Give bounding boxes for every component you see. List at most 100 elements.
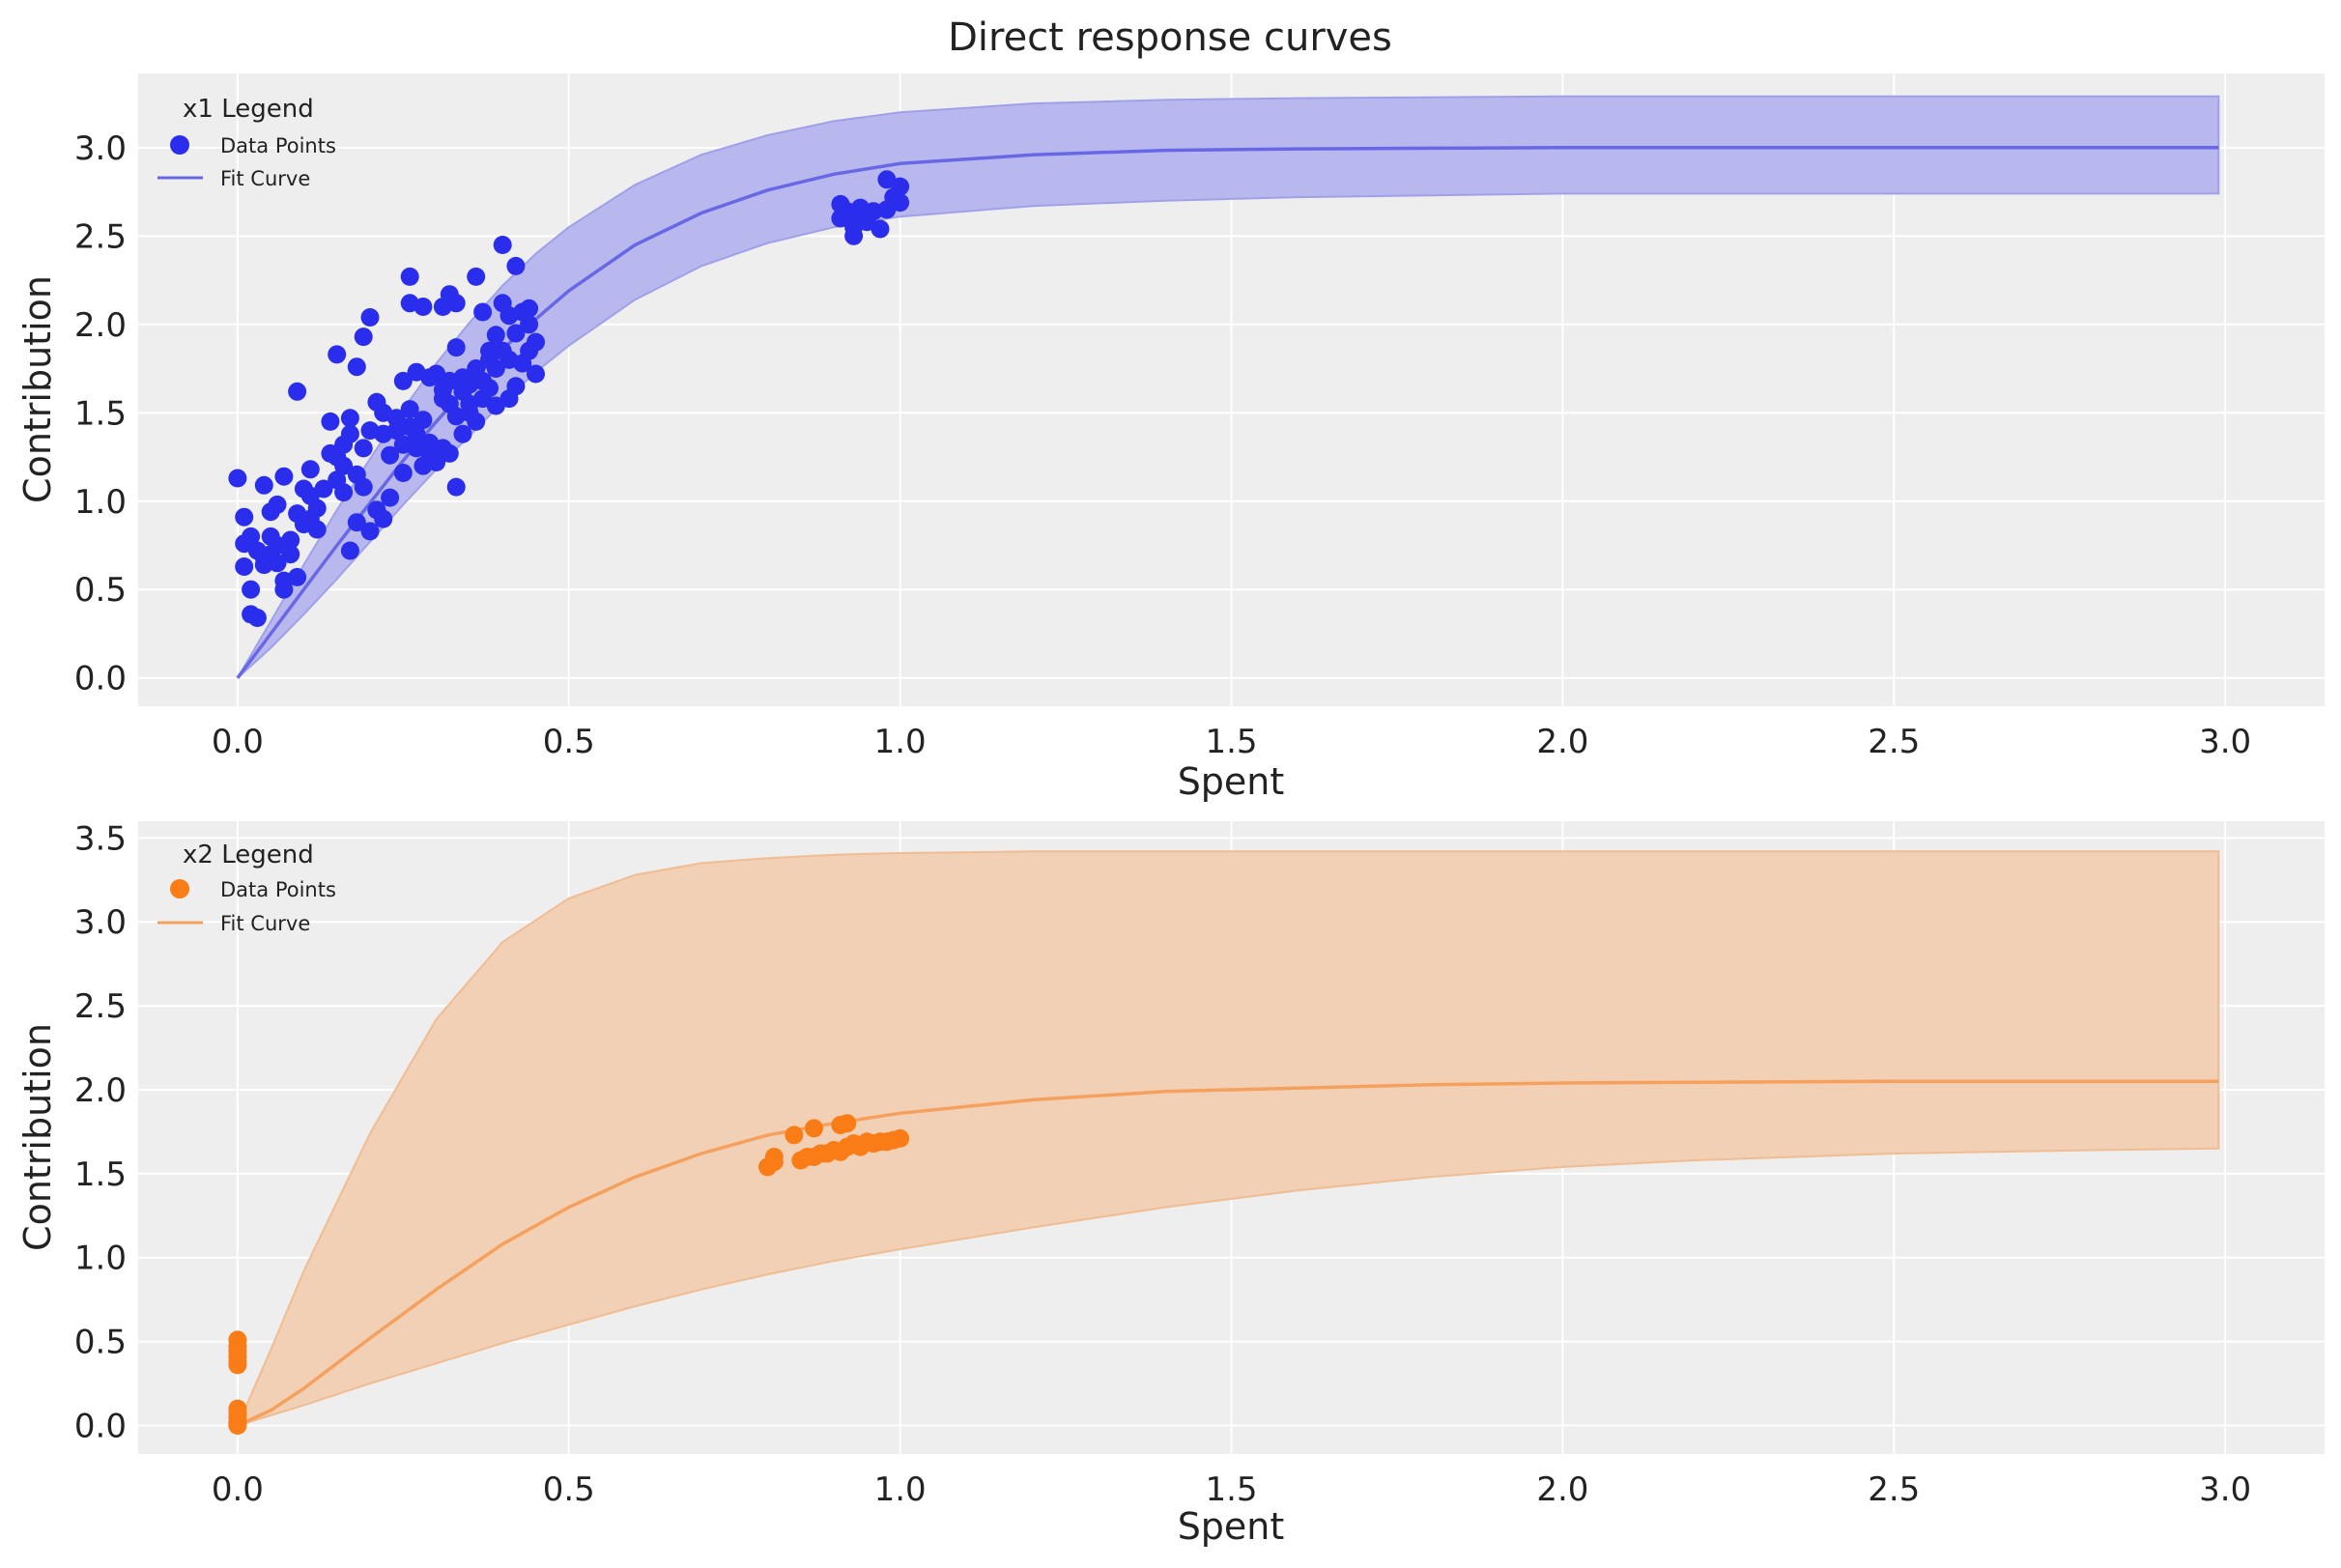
data-point: [314, 479, 333, 499]
legend-x1: x1 Legend Data Points Fit Curve: [157, 95, 336, 190]
data-point: [340, 424, 359, 443]
y-tick-label: 2.0: [74, 1071, 127, 1110]
data-point: [400, 400, 419, 419]
data-point: [414, 298, 433, 316]
data-point: [334, 456, 354, 475]
x-tick-label: 0.0: [212, 1470, 264, 1509]
data-point: [446, 338, 466, 357]
data-point: [764, 1148, 784, 1166]
data-point: [354, 328, 373, 347]
x-tick-label: 1.0: [874, 723, 927, 761]
data-point: [393, 371, 413, 390]
legend-title-x1: x1 Legend: [183, 95, 314, 124]
data-point: [254, 475, 273, 495]
data-point: [228, 469, 247, 488]
legend-label-points-x2: Data Points: [220, 878, 336, 901]
data-point: [274, 467, 294, 486]
subplot-x1: 0.0 0.5 1.0 1.5 2.0 2.5 3.0 0.0 0.5 1.0 1.5 2.0 2.5…: [16, 73, 2325, 803]
data-point: [235, 507, 254, 527]
y-tick-labels-x2: 0.0 0.5 1.0 1.5 2.0 2.5 3.0 3.5: [74, 819, 127, 1445]
data-point: [235, 557, 254, 576]
data-point: [486, 359, 505, 378]
y-tick-labels-x1: 0.0 0.5 1.0 1.5 2.0 2.5 3.0: [74, 129, 127, 698]
fit-curve-line: [236, 146, 2219, 679]
x-tick-label: 0.5: [543, 723, 595, 761]
y-tick-label: 1.0: [74, 483, 127, 522]
data-point: [247, 609, 267, 627]
data-point: [480, 379, 499, 398]
data-point: [486, 326, 505, 345]
data-point: [785, 1126, 804, 1145]
y-tick-label: 0.5: [74, 1324, 127, 1362]
data-point: [891, 1128, 910, 1148]
data-point: [414, 411, 433, 430]
legend-title-x2: x2 Legend: [183, 841, 314, 870]
data-point: [393, 464, 413, 482]
data-point: [354, 439, 373, 458]
x-tick-label: 2.0: [1536, 1470, 1588, 1509]
data-point: [381, 445, 400, 465]
x-tick-label: 1.5: [1205, 1470, 1257, 1509]
data-point: [374, 509, 393, 528]
y-tick-label: 2.0: [74, 306, 127, 345]
data-point: [360, 308, 380, 327]
data-point: [427, 453, 446, 471]
y-tick-label: 0.5: [74, 571, 127, 610]
data-point: [446, 294, 466, 313]
data-point: [360, 522, 380, 541]
data-point: [321, 412, 340, 431]
x-tick-label: 3.0: [2199, 723, 2251, 761]
data-point: [268, 554, 287, 573]
data-point: [506, 324, 526, 343]
data-point: [340, 409, 359, 428]
figure-title: Direct response curves: [948, 15, 1392, 60]
data-point: [268, 495, 287, 514]
data-point: [527, 332, 545, 352]
x-axis-label-x1: Spent: [1178, 760, 1285, 803]
legend-marker-points-x1: [170, 135, 189, 155]
x-axis-label-x2: Spent: [1178, 1505, 1285, 1548]
data-point: [288, 567, 307, 586]
data-point: [891, 193, 910, 213]
x-tick-labels-x2: 0.0 0.5 1.0 1.5 2.0 2.5 3.0: [212, 1470, 2251, 1509]
data-point: [493, 236, 512, 254]
x-tick-label: 0.5: [543, 1470, 595, 1509]
data-point: [347, 513, 366, 532]
y-tick-label: 0.0: [74, 1407, 127, 1445]
data-point: [400, 267, 419, 286]
legend-x2: x2 Legend Data Points Fit Curve: [157, 841, 336, 935]
y-tick-label: 3.0: [74, 903, 127, 942]
data-point: [506, 377, 526, 396]
data-point: [838, 1114, 857, 1133]
x-tick-label: 1.5: [1205, 723, 1257, 761]
credible-band-x2: [236, 850, 2220, 1428]
y-tick-label: 1.5: [74, 394, 127, 433]
data-point: [228, 1355, 247, 1375]
data-point: [242, 580, 261, 599]
data-point: [242, 527, 261, 546]
y-tick-label: 2.5: [74, 217, 127, 256]
data-point: [381, 488, 400, 507]
data-point: [300, 460, 320, 479]
y-tick-label: 3.0: [74, 129, 127, 168]
x-tick-label: 1.0: [874, 1470, 927, 1509]
data-point: [473, 302, 493, 322]
y-axis-label-x2: Contribution: [16, 1023, 59, 1251]
legend-label-curve-x1: Fit Curve: [220, 167, 310, 190]
data-point: [347, 357, 366, 377]
fit-curve-x1: [236, 146, 2219, 679]
x-tick-label: 0.0: [212, 723, 264, 761]
data-points-x2: [228, 1114, 910, 1435]
data-point: [407, 424, 426, 443]
credible-band: [236, 850, 2220, 1428]
data-point: [446, 477, 466, 497]
data-point: [527, 364, 545, 384]
data-points-x1: [228, 170, 910, 627]
x-tick-label: 3.0: [2199, 1470, 2251, 1509]
data-point: [228, 1416, 247, 1435]
data-point: [307, 499, 327, 518]
data-point: [328, 345, 347, 364]
legend-label-curve-x2: Fit Curve: [220, 912, 310, 935]
data-point: [805, 1119, 823, 1138]
data-point: [281, 530, 300, 550]
